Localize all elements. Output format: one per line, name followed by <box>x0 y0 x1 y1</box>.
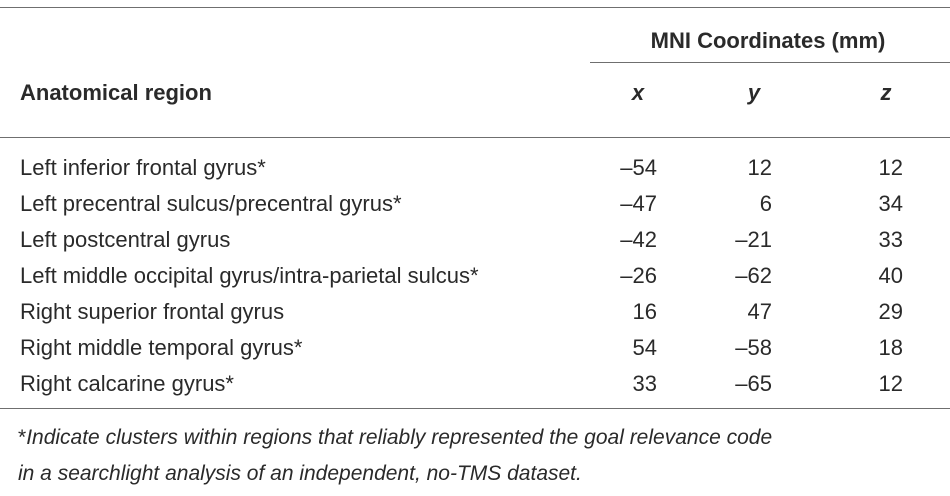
y-cell: –21 <box>735 227 772 252</box>
y-column-header: y <box>747 80 761 105</box>
x-cell: 33 <box>632 371 657 396</box>
x-cell: –42 <box>620 227 657 252</box>
footnote-mark: * <box>18 426 27 449</box>
table-row: Left postcentral gyrus –42 –21 33 <box>0 222 950 258</box>
z-cell: 18 <box>878 335 903 360</box>
z-cell: 12 <box>878 371 903 396</box>
z-cell: 29 <box>878 299 903 324</box>
x-cell: 54 <box>632 335 657 360</box>
table-row: Left middle occipital gyrus/intra-pariet… <box>0 258 950 294</box>
z-cell: 12 <box>878 155 903 180</box>
footnote-text-1: Indicate clusters within regions that re… <box>26 426 773 449</box>
y-cell: 47 <box>747 299 772 324</box>
z-cell: 40 <box>878 263 903 288</box>
y-cell: –62 <box>735 263 772 288</box>
table-top-rule <box>0 7 950 8</box>
table-row: Right middle temporal gyrus* 54 –58 18 <box>0 330 950 366</box>
region-cell: Left inferior frontal gyrus* <box>20 155 266 180</box>
table-row: Right calcarine gyrus* 33 –65 12 <box>0 366 950 402</box>
table-row: Left inferior frontal gyrus* –54 12 12 <box>0 150 950 186</box>
y-cell: –58 <box>735 335 772 360</box>
region-cell: Left precentral sulcus/precentral gyrus* <box>20 191 402 216</box>
table-footnote: *Indicate clusters within regions that r… <box>18 420 950 492</box>
region-cell: Right calcarine gyrus* <box>20 371 234 396</box>
y-cell: 12 <box>747 155 772 180</box>
mni-coordinates-header: MNI Coordinates (mm) <box>650 28 886 53</box>
z-cell: 33 <box>878 227 903 252</box>
z-column-header: z <box>880 80 892 105</box>
footnote-line-1: *Indicate clusters within regions that r… <box>18 420 950 456</box>
y-cell: –65 <box>735 371 772 396</box>
table-row: Left precentral sulcus/precentral gyrus*… <box>0 186 950 222</box>
region-cell: Right superior frontal gyrus <box>20 299 285 324</box>
mni-header-underline <box>590 62 950 63</box>
footnote-text-2: in a searchlight analysis of an independ… <box>18 462 582 485</box>
anatomical-region-header: Anatomical region <box>20 80 212 105</box>
table-body: Left inferior frontal gyrus* –54 12 12 L… <box>0 150 950 402</box>
region-cell: Left postcentral gyrus <box>20 227 231 252</box>
x-cell: 16 <box>632 299 657 324</box>
z-cell: 34 <box>878 191 903 216</box>
x-column-header: x <box>631 80 645 105</box>
x-cell: –47 <box>620 191 657 216</box>
table-bottom-rule <box>0 408 950 409</box>
x-cell: –54 <box>620 155 657 180</box>
region-cell: Right middle temporal gyrus* <box>20 335 303 360</box>
x-cell: –26 <box>620 263 657 288</box>
header-bottom-rule <box>0 137 950 138</box>
table-row: Right superior frontal gyrus 16 47 29 <box>0 294 950 330</box>
region-cell: Left middle occipital gyrus/intra-pariet… <box>20 263 479 288</box>
y-cell: 6 <box>759 191 772 216</box>
